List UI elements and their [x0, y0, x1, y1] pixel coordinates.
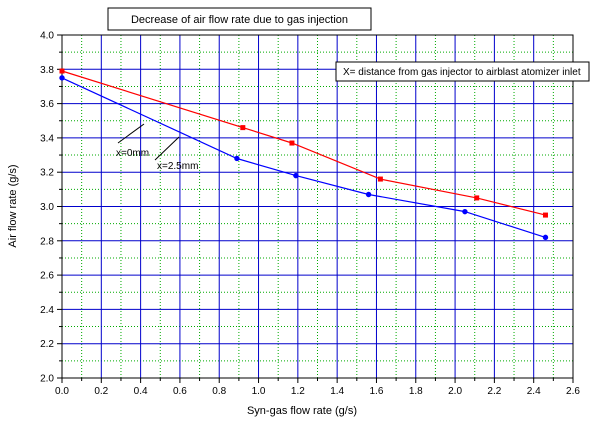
x-tick-label: 1.2: [291, 386, 305, 397]
x-tick-label: 0.8: [212, 386, 226, 397]
y-tick-label: 2.2: [40, 339, 54, 350]
series-markers: [59, 68, 549, 241]
y-axis-title: Air flow rate (g/s): [7, 164, 19, 247]
annotation-x25: x=2.5mm: [157, 161, 198, 172]
series-1-point: [234, 155, 240, 162]
annotation-pointer-x0: [117, 123, 145, 144]
x-tick-label: 0.2: [94, 386, 108, 397]
x-tick-label: 2.0: [448, 386, 462, 397]
y-tick-label: 3.8: [40, 65, 54, 76]
x-tick-label: 0.0: [55, 386, 69, 397]
annotation-pointer-x25: [154, 136, 180, 161]
series-0-point: [474, 195, 480, 201]
series-0-point: [377, 176, 383, 182]
series-annotations: x=0mm x=2.5mm: [116, 123, 198, 172]
note-frame: [335, 61, 590, 82]
x-tick-label: 1.8: [409, 386, 423, 397]
x-tick-label: 1.4: [330, 386, 344, 397]
x-tick-labels: 0.0 0.2 0.4 0.6 0.8 1.0 1.2 1.4 1.6 1.8 2.0 2.2 2.4 2…: [55, 386, 580, 397]
x-tick-label: 1.0: [252, 386, 266, 397]
series-0-point: [240, 125, 246, 131]
x-tick-label: 2.4: [527, 386, 541, 397]
series-1-point: [365, 191, 372, 198]
x-axis-title: Syn-gas flow rate (g/s): [247, 405, 357, 417]
series-0-point: [542, 212, 548, 218]
note-text: X= distance from gas injector to airblas…: [343, 67, 581, 78]
annotation-x0: x=0mm: [116, 148, 149, 159]
x-tick-label: 0.6: [173, 386, 187, 397]
series-1-point: [293, 172, 299, 179]
axis-ticks: [57, 34, 574, 383]
y-tick-label: 2.0: [40, 374, 54, 385]
y-tick-label: 3.6: [40, 99, 54, 110]
y-tick-label: 4.0: [40, 31, 54, 42]
y-tick-label: 3.4: [40, 133, 54, 144]
series-0-point: [59, 68, 65, 74]
y-tick-label: 2.4: [40, 305, 54, 316]
y-tick-label: 2.6: [40, 271, 54, 282]
x-tick-label: 2.2: [487, 386, 501, 397]
series-0-point: [289, 140, 295, 146]
y-tick-label: 3.0: [40, 202, 54, 213]
series-1-point: [542, 234, 549, 241]
note-box: X= distance from gas injector to airblas…: [335, 61, 590, 82]
y-tick-label: 3.2: [40, 168, 54, 179]
series-lines: [61, 70, 546, 238]
x-tick-label: 2.6: [566, 386, 580, 397]
chart-title-frame: [107, 7, 372, 31]
x-tick-label: 0.4: [134, 386, 148, 397]
x-tick-label: 1.6: [370, 386, 384, 397]
series-line-1: [61, 77, 546, 238]
series-line-0: [61, 70, 546, 216]
y-tick-labels: 2.0 2.2 2.4 2.6 2.8 3.0 3.2 3.4 3.6 3.8 4.0: [40, 31, 54, 385]
series-1-point: [462, 208, 468, 215]
chart-title-box: Decrease of air flow rate due to gas inj…: [107, 7, 372, 31]
series-1-point: [59, 75, 65, 81]
y-tick-label: 2.8: [40, 236, 54, 247]
chart-title: Decrease of air flow rate due to gas inj…: [131, 14, 348, 26]
